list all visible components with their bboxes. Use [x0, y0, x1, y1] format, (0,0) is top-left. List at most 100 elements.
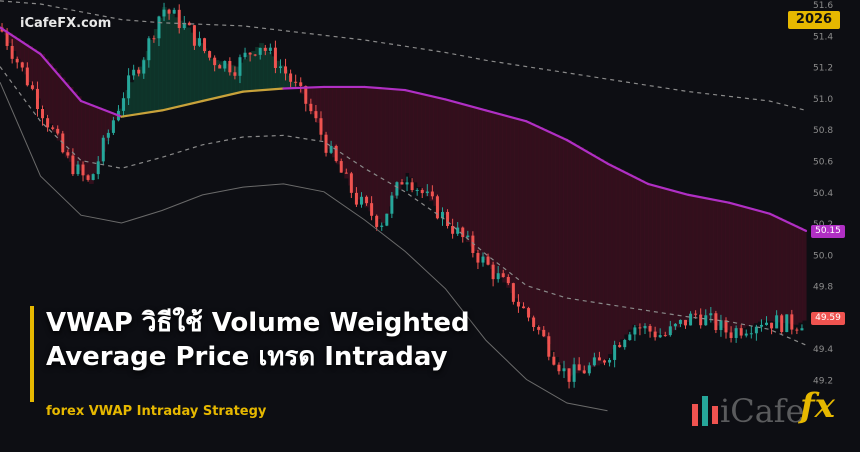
vwap-fill-segment [591, 154, 596, 367]
vwap-fill-segment [445, 99, 451, 220]
vwap-fill-segment [550, 132, 556, 351]
vwap-fill-segment [356, 86, 362, 200]
candle-body [324, 134, 328, 153]
candle-body [597, 357, 601, 361]
vwap-fill-segment [692, 195, 698, 317]
candle-body [354, 192, 358, 205]
candle-body [744, 333, 748, 336]
vwap-fill-segment [425, 94, 430, 197]
vwap-fill-segment [558, 136, 564, 364]
site-brand[interactable]: iCafeFX.com [20, 16, 112, 31]
vwap-fill-segment [579, 147, 584, 372]
candle-body [780, 315, 784, 333]
vwap-fill-segment [498, 113, 503, 279]
candle-body [223, 60, 227, 69]
vwap-fill-segment [793, 225, 799, 325]
vwap-fill-segment [348, 86, 353, 186]
candle-body [486, 256, 490, 265]
candle-body [111, 120, 115, 133]
y-tick-label: 50.4 [813, 189, 833, 199]
candle-body [491, 264, 495, 280]
candle-body [653, 331, 657, 338]
vwap-fill-segment [56, 72, 62, 141]
candle-body [613, 344, 617, 360]
candle-body [527, 308, 531, 318]
vwap-fill-segment [319, 87, 325, 132]
candle-body [309, 103, 313, 112]
vwap-fill-segment [396, 89, 402, 190]
candle-body [192, 25, 196, 46]
candle-body [430, 191, 434, 197]
candle-body [81, 164, 85, 176]
vwap-fill-segment [64, 82, 70, 158]
vwap-fill-segment [449, 100, 455, 225]
candle-body [30, 85, 34, 89]
candle-body [800, 328, 804, 331]
vwap-fill-segment [587, 151, 592, 369]
vwap-fill-segment [190, 32, 196, 104]
candle-body [263, 47, 267, 51]
icafefx-logo: iCafe fx [690, 386, 840, 438]
vwap-fill-segment [465, 104, 471, 243]
lower-band-line [0, 82, 608, 412]
candle-body [623, 339, 627, 348]
vwap-fill-segment [712, 199, 718, 324]
candle-logo-icon [692, 396, 718, 426]
vwap-fill-segment [20, 40, 25, 67]
candle-body [390, 195, 394, 214]
headline-line-1: VWAP วิธีใช้ Volume Weighted [46, 308, 470, 338]
candle-body [127, 75, 131, 99]
vwap-fill-segment [93, 105, 98, 174]
candle-body [435, 196, 439, 219]
vwap-fill-segment [477, 108, 483, 256]
vwap-fill-segment [785, 221, 791, 324]
vwap-fill-segment [89, 104, 94, 184]
price-label-tag: 49.59 [811, 312, 845, 326]
vwap-fill-segment [222, 62, 228, 97]
vwap-fill-segment [32, 48, 38, 91]
candle-body [91, 174, 95, 180]
candle-body [359, 196, 363, 205]
vwap-fill-segment [437, 97, 443, 211]
candle-body [122, 98, 126, 111]
candle-body [456, 227, 460, 234]
vwap-fill-segment [202, 48, 208, 102]
candle-body [471, 235, 475, 253]
candle-body [294, 81, 298, 83]
vwap-fill-segment [81, 101, 86, 176]
vwap-fill-segment [328, 86, 333, 149]
vwap-fill-segment [97, 107, 102, 163]
vwap-fill-segment [627, 173, 633, 330]
vwap-line-segment [160, 99, 204, 112]
candle-body [334, 145, 338, 162]
vwap-fill-segment [684, 193, 690, 323]
vwap-line-segment [646, 182, 690, 196]
candle-body [658, 335, 662, 338]
candle-body [775, 315, 779, 329]
vwap-fill-segment [72, 91, 78, 167]
candle-body [228, 60, 232, 73]
vwap-fill-segment [243, 58, 248, 92]
vwap-fill-segment [291, 81, 297, 89]
vwap-fill-segment [68, 86, 74, 162]
vwap-fill-segment [324, 86, 329, 141]
candle-body [734, 328, 738, 338]
vwap-fill-segment [105, 110, 110, 141]
vwap-fill-segment [461, 103, 467, 238]
vwap-fill-segment [567, 140, 572, 377]
vwap-fill-segment [137, 66, 143, 115]
vwap-fill-segment [429, 95, 434, 202]
vwap-fill-segment [530, 123, 536, 320]
vwap-fill-segment [113, 113, 119, 120]
vwap-fill-segment [145, 50, 151, 113]
candle-body [516, 301, 520, 307]
vwap-fill-segment [198, 43, 204, 102]
candle-body [572, 364, 576, 382]
vwap-line-segment [120, 109, 164, 118]
candle-body [162, 9, 166, 17]
y-tick-label: 49.4 [813, 345, 833, 355]
candle-body [46, 118, 50, 128]
vwap-fill-segment [376, 87, 382, 220]
vwap-fill-segment [761, 211, 767, 321]
vwap-fill-segment [259, 43, 264, 91]
